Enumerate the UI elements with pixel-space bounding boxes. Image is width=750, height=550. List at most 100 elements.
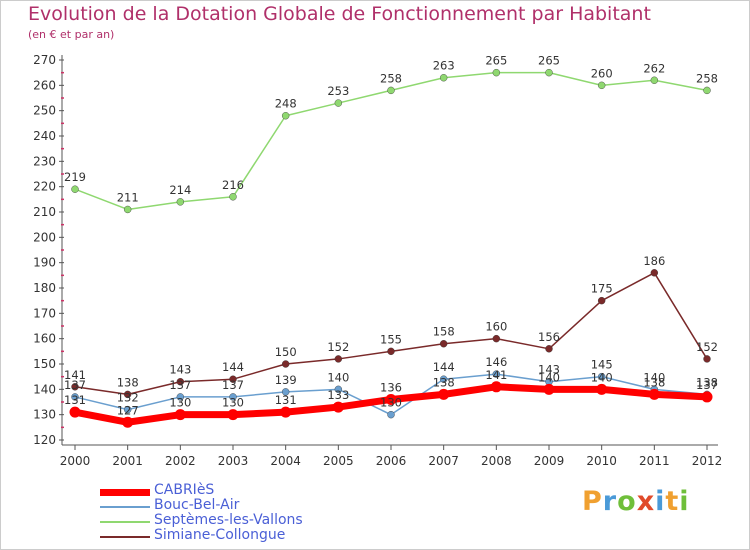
data-label: 262 xyxy=(643,61,665,75)
data-point xyxy=(701,391,713,403)
data-label: 131 xyxy=(64,393,86,407)
y-tick-label: 240 xyxy=(33,129,56,143)
data-point xyxy=(545,345,553,353)
data-point xyxy=(596,383,608,395)
data-label: 143 xyxy=(538,363,560,377)
data-label: 211 xyxy=(117,190,139,204)
data-label: 144 xyxy=(222,360,244,374)
legend-label: Septèmes-les-Vallons xyxy=(154,512,303,528)
data-point xyxy=(597,372,606,381)
logo-letter: i xyxy=(655,486,666,517)
data-label: 131 xyxy=(275,393,297,407)
data-point xyxy=(281,360,290,368)
data-labels: 219 211 214 216 248 253 258 263 265 265 260 262 258 1… xyxy=(64,54,718,418)
data-label: 146 xyxy=(485,355,507,369)
legend-label: Simiane-Collongue xyxy=(154,527,286,543)
data-label: 137 xyxy=(222,378,244,392)
logo-letter: o xyxy=(617,486,637,517)
data-point xyxy=(439,340,448,348)
data-label: 137 xyxy=(696,378,718,392)
data-label: 137 xyxy=(169,378,191,392)
data-point xyxy=(332,401,344,413)
data-label: 263 xyxy=(433,59,455,73)
logo-letter: i xyxy=(679,486,690,517)
data-label: 138 xyxy=(433,375,455,389)
y-tick-label: 260 xyxy=(33,78,56,92)
logo-letter: t xyxy=(665,486,680,517)
data-label: 152 xyxy=(696,340,718,354)
y-tick-label: 170 xyxy=(33,306,56,320)
y-tick-label: 140 xyxy=(33,382,56,396)
data-label: 138 xyxy=(117,375,139,389)
x-tick-label: 2007 xyxy=(428,454,459,468)
data-point xyxy=(650,269,659,277)
data-label: 175 xyxy=(591,282,613,296)
y-tick-label: 230 xyxy=(33,154,56,168)
data-point xyxy=(229,375,237,383)
data-point xyxy=(387,347,395,356)
y-tick-label: 220 xyxy=(33,180,56,194)
data-label: 138 xyxy=(696,375,718,389)
data-point xyxy=(438,388,450,400)
data-label: 219 xyxy=(64,170,86,184)
x-tick-label: 2009 xyxy=(534,454,565,468)
series-layer xyxy=(69,68,713,428)
data-point xyxy=(280,406,292,418)
data-point xyxy=(123,390,132,399)
y-tick-label: 250 xyxy=(33,104,56,118)
data-point xyxy=(648,388,660,400)
data-point xyxy=(385,393,397,405)
legend-label: CABRIèS xyxy=(154,482,215,498)
y-tick-label: 270 xyxy=(33,53,56,67)
data-label: 160 xyxy=(485,320,507,334)
data-label: 137 xyxy=(64,378,86,392)
data-label: 143 xyxy=(169,363,191,377)
data-point xyxy=(281,388,290,396)
data-label: 258 xyxy=(696,71,718,85)
x-tick-label: 2008 xyxy=(481,454,512,468)
data-point xyxy=(122,416,134,428)
data-point xyxy=(387,86,395,95)
data-label: 248 xyxy=(275,97,297,111)
data-point xyxy=(490,381,502,393)
proxiti-logo: Proxiti xyxy=(582,486,690,517)
data-label: 265 xyxy=(538,54,560,68)
y-tick-label: 180 xyxy=(33,281,56,295)
x-tick-label: 2003 xyxy=(218,454,249,468)
logo-letter: x xyxy=(636,486,656,517)
data-label: 260 xyxy=(591,66,613,80)
legend-swatch xyxy=(100,536,150,538)
data-point xyxy=(597,296,606,305)
data-label: 133 xyxy=(327,388,349,402)
data-label: 145 xyxy=(591,358,613,372)
data-label: 132 xyxy=(117,391,139,405)
data-point xyxy=(387,410,395,419)
data-label: 258 xyxy=(380,71,402,85)
y-tick-label: 210 xyxy=(33,205,56,219)
data-label: 130 xyxy=(380,396,402,410)
legend-swatch xyxy=(100,488,150,496)
x-tick-label: 2000 xyxy=(60,454,91,468)
data-label: 186 xyxy=(643,254,665,268)
data-point xyxy=(176,198,185,206)
y-tick-label: 130 xyxy=(33,408,56,422)
data-point xyxy=(439,375,448,383)
data-point xyxy=(597,81,606,90)
logo-letter: r xyxy=(602,486,618,517)
data-label: 216 xyxy=(222,178,244,192)
y-tick-label: 200 xyxy=(33,230,56,244)
logo-letter: P xyxy=(582,486,603,517)
x-tick-label: 2004 xyxy=(270,454,301,468)
y-tick-label: 190 xyxy=(33,256,56,270)
data-point xyxy=(492,68,501,77)
chart-title: Evolution de la Dotation Globale de Fonc… xyxy=(28,3,651,25)
data-label: 158 xyxy=(433,325,455,339)
data-label: 141 xyxy=(485,368,507,382)
x-tick-label: 2001 xyxy=(112,454,143,468)
data-point xyxy=(69,406,81,418)
data-point xyxy=(123,205,132,214)
data-label: 140 xyxy=(591,370,613,384)
chart-subtitle: (en € et par an) xyxy=(28,28,115,41)
data-point xyxy=(543,383,555,395)
